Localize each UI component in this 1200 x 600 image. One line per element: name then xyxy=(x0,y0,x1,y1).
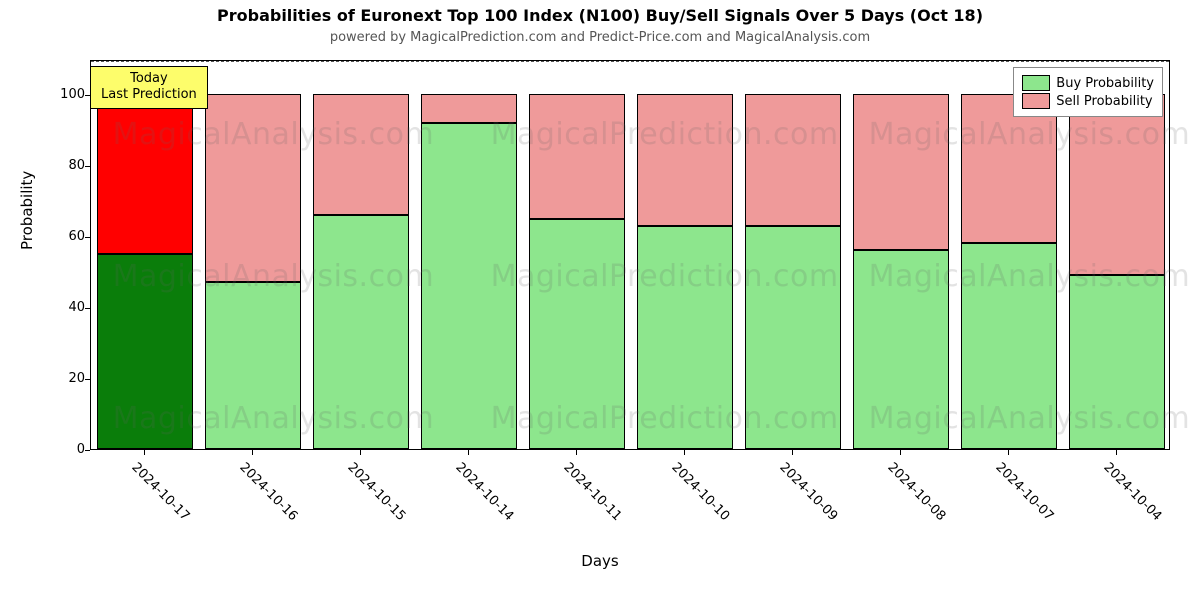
chart-subtitle: powered by MagicalPrediction.com and Pre… xyxy=(0,30,1200,45)
x-tick-label: 2024-10-14 xyxy=(452,460,516,524)
x-tick xyxy=(144,450,145,455)
x-tick xyxy=(576,450,577,455)
sell-bar xyxy=(529,94,624,218)
x-tick-label: 2024-10-11 xyxy=(560,460,624,524)
y-axis-label: Probability xyxy=(18,171,36,250)
y-tick-label: 100 xyxy=(60,87,85,102)
y-tick xyxy=(85,166,90,167)
annotation-line2: Last Prediction xyxy=(101,87,197,103)
bar-group xyxy=(637,59,732,449)
sell-bar xyxy=(1069,94,1164,275)
y-tick-label: 0 xyxy=(60,442,85,457)
legend-label: Buy Probability xyxy=(1056,76,1154,91)
bar-group xyxy=(529,59,624,449)
annotation-line1: Today xyxy=(101,71,197,87)
buy-bar xyxy=(529,219,624,449)
plot-area: MagicalAnalysis.comMagicalPrediction.com… xyxy=(90,60,1170,450)
x-tick-label: 2024-10-04 xyxy=(1100,460,1164,524)
buy-bar xyxy=(97,254,192,449)
sell-bar xyxy=(97,94,192,254)
buy-bar xyxy=(421,123,516,449)
y-tick-label: 60 xyxy=(60,229,85,244)
legend-swatch xyxy=(1022,93,1050,109)
sell-bar xyxy=(313,94,408,215)
chart-container: Probabilities of Euronext Top 100 Index … xyxy=(0,0,1200,600)
legend-swatch xyxy=(1022,75,1050,91)
bars-layer xyxy=(91,61,1169,449)
legend-item: Buy Probability xyxy=(1022,75,1154,91)
x-tick xyxy=(792,450,793,455)
bar-group xyxy=(1069,59,1164,449)
x-tick-label: 2024-10-09 xyxy=(776,460,840,524)
x-tick-label: 2024-10-15 xyxy=(344,460,408,524)
buy-bar xyxy=(745,226,840,449)
x-tick xyxy=(684,450,685,455)
buy-bar xyxy=(1069,275,1164,449)
sell-bar xyxy=(637,94,732,225)
x-axis-label: Days xyxy=(0,552,1200,570)
x-tick xyxy=(900,450,901,455)
x-tick xyxy=(468,450,469,455)
buy-bar xyxy=(637,226,732,449)
sell-bar xyxy=(853,94,948,250)
y-tick xyxy=(85,308,90,309)
today-annotation: Today Last Prediction xyxy=(90,66,208,109)
bar-group xyxy=(853,59,948,449)
x-tick xyxy=(360,450,361,455)
x-tick-label: 2024-10-10 xyxy=(668,460,732,524)
buy-bar xyxy=(853,250,948,449)
sell-bar xyxy=(205,94,300,282)
chart-title: Probabilities of Euronext Top 100 Index … xyxy=(0,6,1200,25)
bar-group xyxy=(313,59,408,449)
legend-label: Sell Probability xyxy=(1056,94,1152,109)
bar-group xyxy=(421,59,516,449)
y-tick-label: 40 xyxy=(60,300,85,315)
y-tick-label: 20 xyxy=(60,371,85,386)
bar-group xyxy=(205,59,300,449)
x-tick xyxy=(1008,450,1009,455)
sell-bar xyxy=(745,94,840,225)
x-tick xyxy=(1116,450,1117,455)
buy-bar xyxy=(313,215,408,449)
legend: Buy Probability Sell Probability xyxy=(1013,67,1163,117)
x-tick-label: 2024-10-07 xyxy=(992,460,1056,524)
y-tick xyxy=(85,450,90,451)
x-tick xyxy=(252,450,253,455)
bar-group xyxy=(961,59,1056,449)
x-tick-label: 2024-10-17 xyxy=(128,460,192,524)
y-tick-label: 80 xyxy=(60,158,85,173)
bar-group xyxy=(97,59,192,449)
y-tick xyxy=(85,379,90,380)
x-tick-label: 2024-10-08 xyxy=(884,460,948,524)
y-tick xyxy=(85,95,90,96)
y-tick xyxy=(85,237,90,238)
legend-item: Sell Probability xyxy=(1022,93,1154,109)
x-tick-label: 2024-10-16 xyxy=(236,460,300,524)
sell-bar xyxy=(421,94,516,122)
buy-bar xyxy=(205,282,300,449)
bar-group xyxy=(745,59,840,449)
buy-bar xyxy=(961,243,1056,449)
